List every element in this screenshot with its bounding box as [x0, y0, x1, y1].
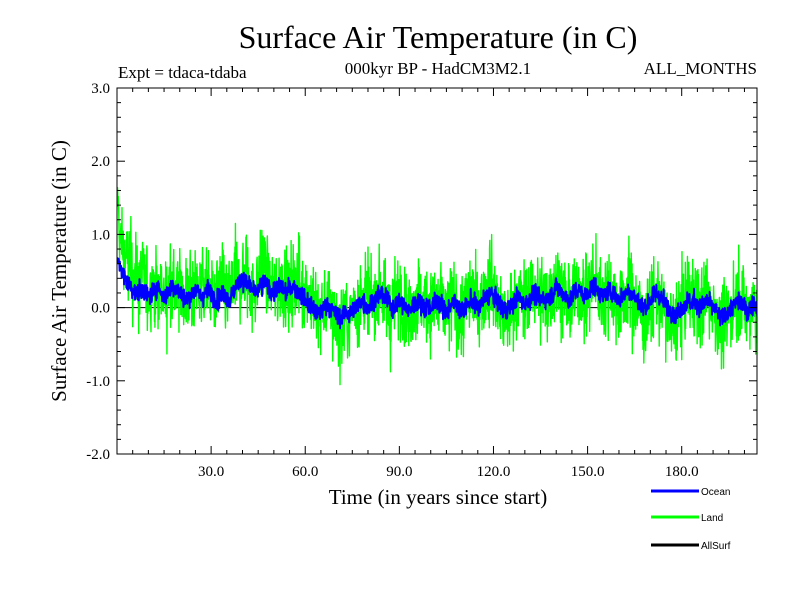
y-axis-label: Surface Air Temperature (in C): [47, 140, 71, 402]
legend-label-ocean: Ocean: [701, 487, 730, 498]
x-tick-label: 30.0: [198, 464, 224, 480]
series-line-land: [117, 186, 757, 386]
legend-label-land: Land: [701, 513, 723, 524]
y-tick-label: 3.0: [91, 81, 110, 97]
plot-frame: [116, 87, 758, 455]
x-axis: 30.0 60.0 90.0 120.0 150.0 180.0: [132, 88, 745, 480]
x-axis-label: Time (in years since start): [329, 485, 548, 509]
y-tick-label: 1.0: [91, 227, 110, 243]
x-tick-label: 60.0: [292, 464, 318, 480]
x-tick-label: 90.0: [386, 464, 412, 480]
y-tick-label: 2.0: [91, 154, 110, 170]
y-tick-label: 0.0: [91, 301, 110, 317]
legend: Ocean Land AllSurf: [651, 487, 731, 552]
chart-subtitle-experiment: Expt = tdaca-tdaba: [118, 63, 247, 82]
chart-title: Surface Air Temperature (in C): [239, 19, 638, 55]
x-tick-label: 120.0: [477, 464, 511, 480]
chart-subtitle-period: 000kyr BP - HadCM3M2.1: [345, 59, 531, 78]
legend-label-allsurf: AllSurf: [701, 541, 731, 552]
x-tick-label: 180.0: [665, 464, 699, 480]
series-line-ocean: [117, 257, 757, 330]
chart-subtitle-months: ALL_MONTHS: [644, 59, 757, 78]
y-axis: -2.0 -1.0 0.0 1.0 2.0 3.0: [86, 81, 757, 463]
x-tick-label: 150.0: [571, 464, 605, 480]
y-tick-label: -2.0: [86, 447, 110, 463]
y-tick-label: -1.0: [86, 374, 110, 390]
plot-area: [116, 87, 758, 455]
